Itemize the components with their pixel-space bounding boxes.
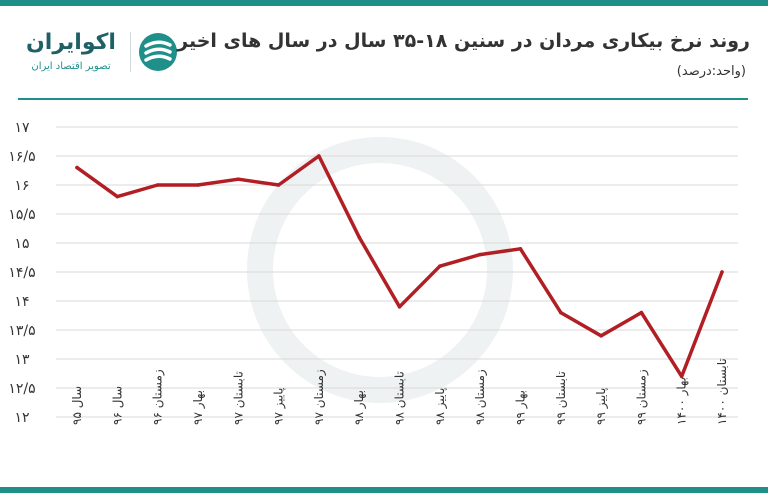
x-tick-label: بهار ۹۷ [191,390,206,425]
y-tick-label: ۱۵ [14,236,29,252]
x-tick-label: بهار ۹۸ [352,390,367,425]
x-tick-label: تابستان ۹۸ [393,371,407,425]
data-point [196,183,200,187]
brand-logo: اکوایران تصویر اقتصاد ایران [18,28,178,78]
data-point [155,183,160,187]
data-point [317,154,321,158]
y-tick-label: ۱۶ [14,178,29,194]
x-tick-label: زمستان ۹۶ [151,369,166,425]
x-tick-label: بهار ۱۴۰۰ [675,377,690,425]
data-point [639,310,644,315]
watermark-ring [247,137,513,403]
x-tick-label: پاییز ۹۸ [433,388,448,425]
x-tick-label: زمستان ۹۸ [473,369,488,425]
data-point [397,305,402,309]
x-tick-label: سال ۹۵ [70,386,84,425]
header-divider [18,98,748,100]
x-tick-label: سال ۹۶ [110,386,124,425]
y-tick-label: ۱۵/۵ [8,207,35,223]
series-line [75,154,724,379]
y-tick-label: ۱۷ [14,120,30,136]
data-point [357,235,361,239]
x-tick-label: تابستان ۱۴۰۰ [715,358,729,425]
data-point [276,183,281,187]
top-accent-bar [0,0,768,6]
bottom-accent-bar [0,487,768,493]
x-tick-label: زمستان ۹۹ [634,369,649,425]
data-point [518,247,523,251]
data-point [558,310,563,315]
y-tick-label: ۱۲/۵ [8,381,35,397]
chart-title: روند نرخ بیکاری مردان در سنین ۱۸-۳۵ سال … [177,30,750,52]
data-point [115,194,120,199]
y-tick-label: ۱۶/۵ [8,149,35,165]
data-point [438,264,442,269]
x-tick-label: پاییز ۹۹ [594,388,609,425]
data-point [478,252,482,257]
ecoiran-logo-icon [139,33,177,71]
logo-separator [130,32,131,72]
brand-tagline: تصویر اقتصاد ایران [31,61,111,72]
x-tick-label: پاییز ۹۷ [272,388,287,425]
y-tick-label: ۱۳ [14,352,30,368]
y-tick-label: ۱۲ [14,410,29,426]
data-point [75,165,79,170]
x-tick-label: زمستان ۹۷ [312,369,327,425]
y-tick-label: ۱۴/۵ [8,265,35,281]
y-tick-label: ۱۴ [14,294,29,310]
data-point [679,374,684,379]
x-tick-label: تابستان ۹۹ [554,371,568,425]
y-tick-label: ۱۳/۵ [8,323,35,339]
brand-name: اکوایران [26,30,116,55]
data-point [720,270,724,274]
data-point [599,334,603,338]
x-tick-label: تابستان ۹۷ [231,371,245,425]
data-point [236,177,241,181]
x-tick-label: بهار ۹۹ [513,390,528,425]
chart-unit: (واحد:درصد) [676,64,746,79]
